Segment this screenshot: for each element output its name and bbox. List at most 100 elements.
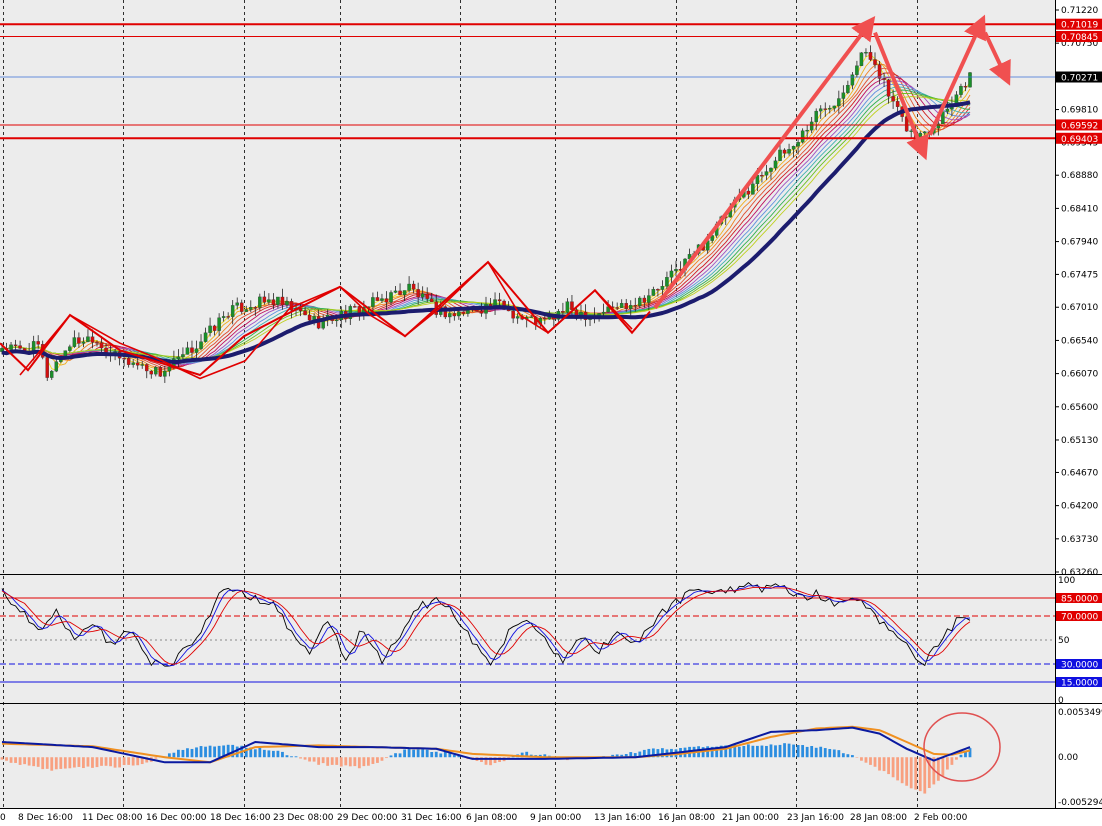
candle-body [398, 290, 402, 296]
time-label: 18 Dec 16:00 [210, 813, 271, 823]
candle-body [163, 370, 167, 377]
candle-body [904, 116, 909, 132]
trend-arrow [873, 31, 929, 161]
macd-histogram-bar [765, 745, 768, 758]
macd-histogram-bar [950, 757, 954, 765]
macd-histogram-bar [724, 745, 728, 758]
candle-body [642, 297, 647, 303]
vertical-gridlines [3, 0, 918, 808]
macd-histogram-bar [733, 744, 737, 758]
candle-body [420, 293, 425, 298]
oscillator-panel: 85.0000 70.0000 30.0000 15.0000 100 50 0 [0, 575, 1102, 706]
macd-histogram-bar [389, 755, 393, 758]
time-label: 0 [0, 813, 6, 823]
macd-histogram-bar [520, 752, 524, 758]
oscillator-level-tag [1056, 659, 1102, 669]
candle-body [375, 297, 380, 301]
candle-body [36, 341, 40, 345]
macd-histogram-bar [837, 750, 841, 758]
time-label: 13 Jan 16:00 [594, 813, 651, 823]
candle-body [837, 98, 841, 107]
candle-body [167, 366, 172, 372]
time-label: 11 Dec 08:00 [82, 813, 143, 823]
candle-body [45, 357, 49, 378]
macd-histogram-bar [403, 749, 406, 758]
candle-body [158, 367, 163, 377]
macd-histogram-bar [339, 757, 343, 767]
macd-histogram-bar [199, 746, 203, 758]
candle-body [601, 311, 606, 314]
candle-body [135, 362, 140, 366]
candle-body [221, 316, 226, 318]
macd-histogram-bar [955, 757, 958, 760]
price-tick-label: 0.65600 [1061, 403, 1098, 413]
macd-histogram-bar [136, 757, 140, 766]
candle-body [805, 129, 809, 132]
candle-body [543, 317, 547, 320]
macd-histogram-bar [751, 745, 755, 758]
candle-body [144, 364, 149, 372]
candle-body [665, 277, 669, 287]
level-tag [1056, 30, 1102, 42]
time-label: 23 Dec 08:00 [273, 813, 334, 823]
macd-histogram-bar [262, 749, 266, 758]
candle-body [841, 92, 846, 99]
candle-body [529, 316, 533, 318]
macd-histogram-bar [887, 757, 890, 775]
macd-histogram-bar [651, 748, 655, 758]
time-label: 8 Dec 16:00 [18, 813, 73, 823]
candle-body [307, 314, 312, 321]
price-tick-label: 0.64200 [1061, 502, 1098, 512]
macd-histogram-bar [195, 747, 198, 758]
macd-histogram-bar [746, 744, 750, 758]
price-tick-label: 0.67475 [1061, 270, 1098, 280]
candle-body [448, 313, 452, 318]
macd-histogram-bar [715, 746, 719, 758]
time-axis-labels: 0 8 Dec 16:00 11 Dec 08:00 16 Dec 00:00 18 D… [0, 813, 968, 823]
macd-histogram-bar [366, 757, 370, 766]
macd-histogram-bar [633, 753, 637, 758]
candle-body [280, 296, 285, 306]
candle-body [574, 309, 579, 316]
candle-body [416, 289, 420, 298]
time-label: 16 Jan 08:00 [658, 813, 715, 823]
oscillator-tick-label: 50 [1058, 636, 1070, 646]
candle-body [818, 108, 823, 112]
candle-body [769, 167, 773, 172]
candle-body [570, 301, 574, 310]
candle-body [253, 307, 258, 309]
candle-body [628, 305, 633, 310]
candle-body [457, 311, 461, 317]
macd-histogram-bar [968, 748, 972, 758]
candle-body [371, 297, 375, 307]
macd-histogram-bar [805, 746, 809, 758]
macd-histogram-bar [909, 757, 913, 789]
candle-body [846, 84, 850, 93]
zigzag-line [19, 260, 633, 380]
macd-histogram-bar [348, 757, 352, 767]
candle-body [303, 310, 307, 316]
candle-body [751, 183, 755, 195]
macd-histogram-bar [376, 757, 379, 763]
macd-histogram-bar [272, 750, 275, 758]
candle-body [18, 345, 22, 349]
macd-histogram-bar [624, 753, 628, 758]
candle-body [217, 317, 221, 331]
time-label: 6 Jan 08:00 [466, 813, 518, 823]
candle-body [54, 361, 59, 372]
macd-histogram-bar [656, 749, 660, 758]
macd-histogram-bar [276, 750, 280, 758]
macd-histogram-bar [814, 747, 818, 758]
time-label: 9 Jan 00:00 [530, 813, 582, 823]
macd-histogram-bar [783, 743, 786, 758]
candle-body [877, 64, 882, 79]
candle-body [461, 311, 466, 314]
macd-histogram-bar [371, 757, 375, 764]
candle-body [122, 358, 126, 360]
candle-body [181, 354, 185, 358]
level-tags: 0.71019 0.70845 0.69592 0.69403 0.70271 [1056, 18, 1102, 145]
macd-histogram-bar [864, 757, 868, 763]
time-label: 21 Jan 00:00 [722, 813, 779, 823]
macd-histogram-bar [50, 757, 54, 771]
macd-histogram-bar [118, 757, 122, 768]
